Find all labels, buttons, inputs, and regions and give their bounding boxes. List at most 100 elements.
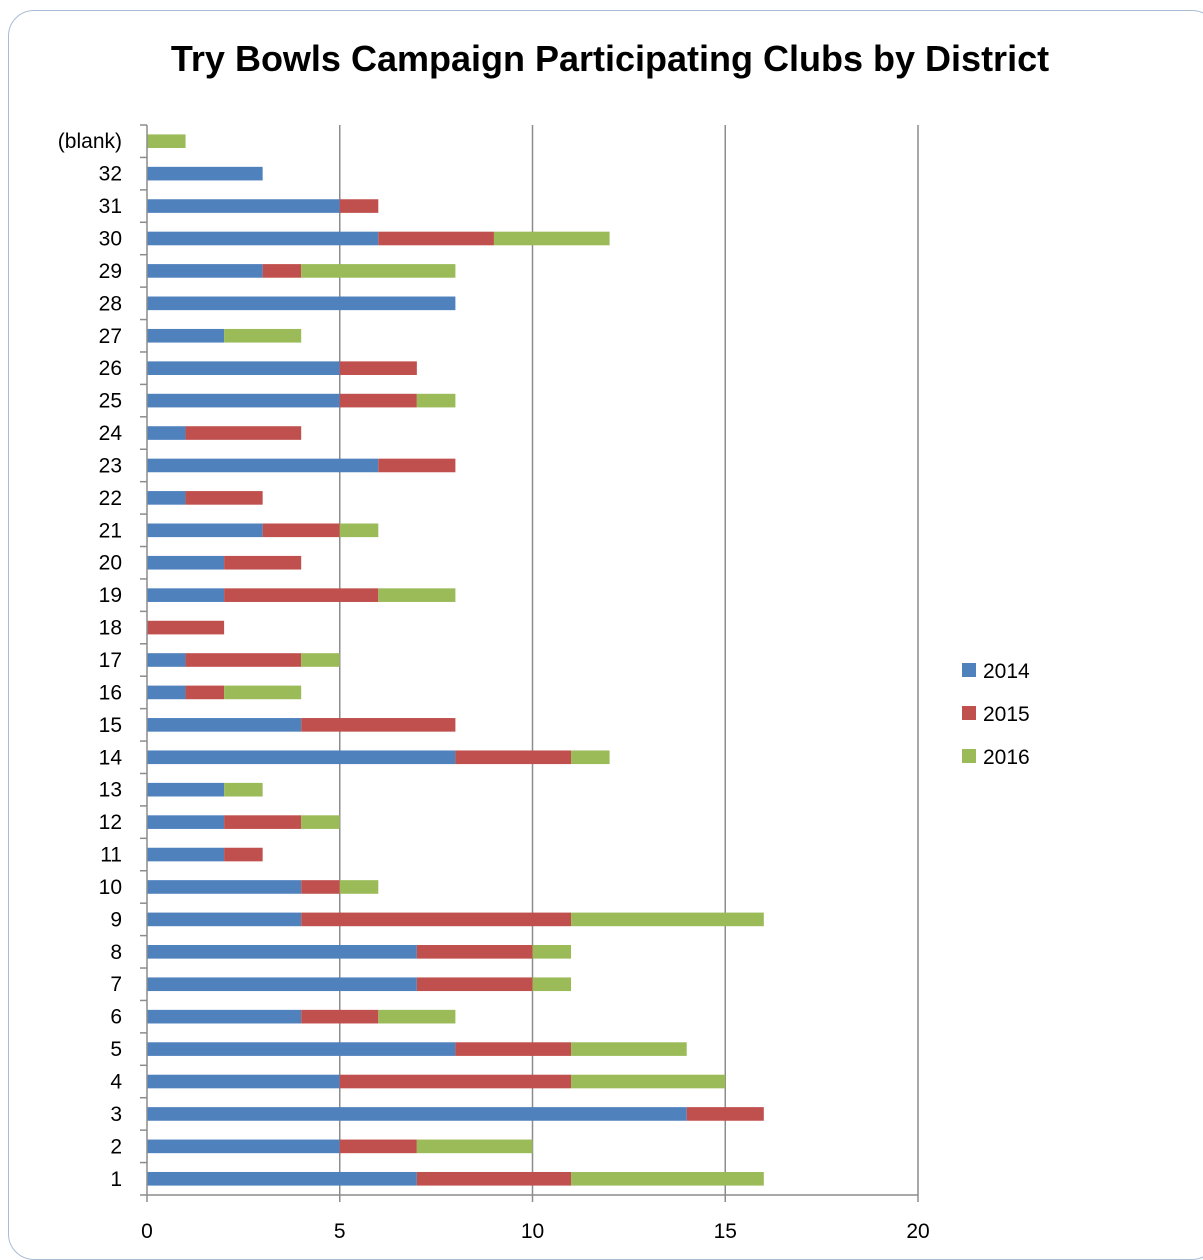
x-tick-label-10: 10 [521, 1220, 544, 1242]
bar-2014-district-31 [147, 199, 340, 213]
bar-2015-district-16 [185, 685, 225, 700]
bar-2015-district-31 [339, 199, 379, 213]
bar-2015-district-1 [416, 1171, 572, 1186]
bar-2014-district-28 [147, 296, 456, 311]
bar-2015-district-10 [301, 880, 340, 894]
bar-2014-district-26 [147, 361, 340, 375]
bar-2015-district-11 [224, 847, 263, 862]
bar-2015-district-17 [185, 653, 302, 667]
chart-title: Try Bowls Campaign Participating Clubs b… [170, 38, 1050, 79]
bar-2015-district-5 [455, 1042, 572, 1056]
bar-2014-district-5 [147, 1042, 456, 1056]
x-tick-label-0: 0 [141, 1220, 153, 1242]
y-tick-label-7: 7 [110, 973, 122, 996]
y-tick-label-16: 16 [99, 681, 122, 704]
bar-2015-district-23 [378, 458, 456, 473]
y-tick-label-1: 1 [110, 1168, 122, 1191]
bar-2016-district-12 [301, 815, 340, 829]
y-tick-label-5: 5 [110, 1038, 122, 1061]
bar-2016-district-25 [416, 393, 456, 408]
legend-swatch-2015 [962, 706, 976, 720]
bar-2015-district-26 [339, 361, 417, 375]
x-tick-label-20: 20 [906, 1220, 929, 1242]
bar-2016-district-21 [339, 523, 379, 538]
bar-2014-district-24 [147, 426, 186, 440]
y-tick-label-6: 6 [110, 1006, 122, 1029]
y-tick-label-12: 12 [99, 811, 122, 834]
bar-2014-district-14 [147, 750, 456, 765]
x-tick-label-5: 5 [334, 1220, 346, 1242]
bar-2015-district-12 [224, 815, 302, 829]
bar-2014-district-12 [147, 815, 225, 829]
y-tick-label-18: 18 [99, 617, 122, 640]
y-tick-label-28: 28 [99, 292, 122, 315]
bar-2016-district-19 [378, 588, 456, 602]
bar-2015-district-9 [301, 912, 572, 927]
y-tick-label-13: 13 [99, 779, 122, 802]
bar-2015-district-18 [147, 620, 225, 635]
bar-2014-district-30 [147, 231, 379, 246]
bar-2014-district-22 [147, 491, 186, 505]
bar-2016-district-8 [532, 945, 572, 959]
bar-2015-district-21 [262, 523, 340, 538]
bar-2015-district-14 [455, 750, 572, 765]
bar-2014-district-29 [147, 264, 263, 278]
bar-2016-district-2 [416, 1139, 533, 1154]
bar-2016-district-6 [378, 1009, 456, 1024]
bar-2015-district-8 [416, 945, 533, 959]
bar-2016-district-7 [532, 977, 572, 992]
bar-2014-district-25 [147, 393, 340, 408]
y-tick-label-20: 20 [99, 552, 122, 575]
y-tick-label-22: 22 [99, 487, 122, 510]
bar-2016-district-29 [301, 264, 456, 278]
bar-2016-district-4 [571, 1074, 726, 1089]
bar-2014-district-10 [147, 880, 302, 894]
y-tick-label-11: 11 [100, 844, 122, 867]
bar-2016-district-16 [224, 685, 302, 700]
bar-2016-district-10 [339, 880, 379, 894]
legend-swatch-2016 [962, 749, 976, 763]
y-tick-label-(blank): (blank) [58, 130, 122, 153]
legend-swatch-2014 [962, 663, 976, 677]
bar-2014-district-19 [147, 588, 225, 602]
legend: 2014 2015 2016 [962, 660, 1030, 769]
y-tick-labels: 1234567891011121314151617181920212223242… [58, 130, 123, 1191]
bar-2016-district-13 [224, 782, 263, 797]
bar-2015-district-2 [339, 1139, 417, 1154]
bar-2014-district-4 [147, 1074, 340, 1089]
bar-2014-district-2 [147, 1139, 340, 1154]
y-tick-label-17: 17 [99, 649, 122, 672]
bars [147, 134, 764, 1186]
axes [140, 124, 919, 1202]
bar-2015-district-6 [301, 1009, 379, 1024]
bar-2016-district-30 [493, 231, 610, 246]
bar-2014-district-21 [147, 523, 263, 538]
bar-2014-district-16 [147, 685, 186, 700]
y-tick-label-14: 14 [99, 746, 123, 769]
y-tick-label-25: 25 [99, 390, 122, 413]
bar-2016-district-1 [571, 1171, 764, 1186]
y-tick-label-9: 9 [110, 908, 122, 931]
bar-2016-district-9 [571, 912, 764, 927]
gridlines [339, 125, 919, 1195]
bar-2014-district-6 [147, 1009, 302, 1024]
y-tick-label-31: 31 [99, 195, 122, 218]
bar-2015-district-19 [224, 588, 379, 602]
y-tick-label-2: 2 [110, 1135, 122, 1158]
bar-2014-district-23 [147, 458, 379, 473]
y-tick-label-29: 29 [99, 260, 122, 283]
bar-2016-district-17 [301, 653, 340, 667]
bar-2015-district-7 [416, 977, 533, 992]
y-tick-label-24: 24 [99, 422, 123, 445]
y-tick-label-10: 10 [99, 876, 122, 899]
bar-2015-district-3 [686, 1107, 764, 1121]
bar-2014-district-3 [147, 1107, 687, 1121]
y-tick-label-32: 32 [99, 163, 122, 186]
y-tick-label-26: 26 [99, 357, 122, 380]
bar-2016-district-14 [571, 750, 610, 765]
bar-2014-district-17 [147, 653, 186, 667]
bar-2014-district-15 [147, 718, 302, 732]
x-tick-label-15: 15 [714, 1220, 737, 1242]
bar-2014-district-1 [147, 1171, 417, 1186]
